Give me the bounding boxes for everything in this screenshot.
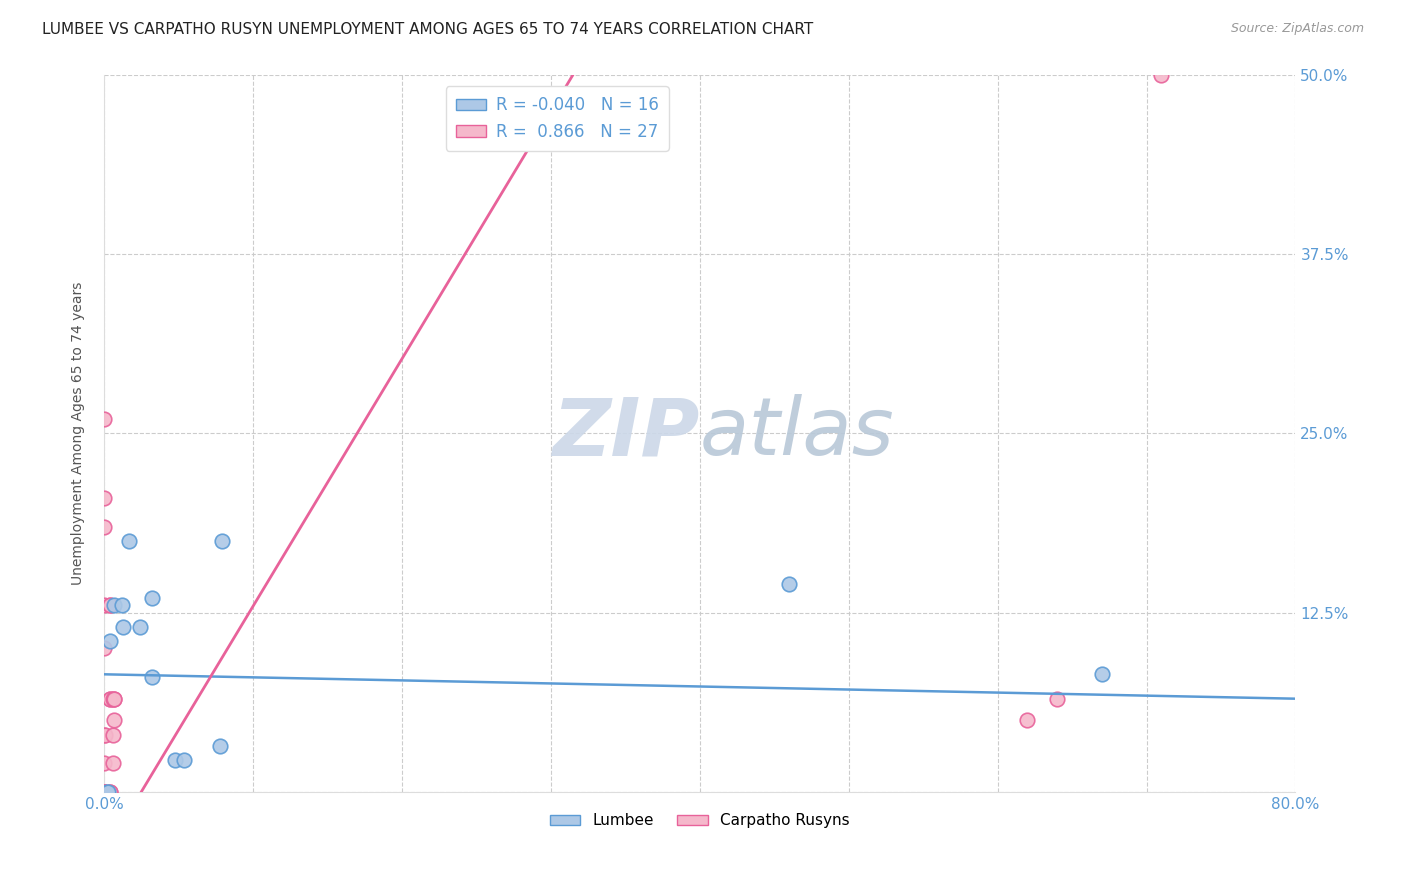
Point [141, 591, 163, 606]
Point [93, 785, 115, 799]
Point [103, 713, 125, 727]
Point [97, 785, 120, 799]
Point [101, 691, 124, 706]
Point [173, 753, 195, 767]
Point [103, 599, 125, 613]
Point [93, 519, 115, 533]
Text: atlas: atlas [700, 394, 894, 472]
Point [128, 620, 150, 634]
Point [93, 785, 115, 799]
Point [98, 634, 121, 648]
Y-axis label: Unemployment Among Ages 65 to 74 years: Unemployment Among Ages 65 to 74 years [72, 282, 86, 585]
Point [98, 599, 121, 613]
Point [141, 670, 163, 684]
Legend: Lumbee, Carpatho Rusyns: Lumbee, Carpatho Rusyns [544, 807, 856, 835]
Point [98, 599, 121, 613]
Point [1017, 713, 1039, 727]
Point [1150, 68, 1173, 82]
Point [93, 756, 115, 771]
Text: LUMBEE VS CARPATHO RUSYN UNEMPLOYMENT AMONG AGES 65 TO 74 YEARS CORRELATION CHAR: LUMBEE VS CARPATHO RUSYN UNEMPLOYMENT AM… [42, 22, 814, 37]
Point [93, 785, 115, 799]
Point [94, 785, 117, 799]
Point [98, 691, 121, 706]
Point [98, 691, 121, 706]
Point [96, 785, 118, 799]
Point [778, 577, 800, 591]
Point [93, 491, 115, 505]
Text: ZIP: ZIP [553, 394, 700, 472]
Point [93, 412, 115, 426]
Point [1091, 667, 1114, 681]
Point [209, 739, 232, 753]
Text: Source: ZipAtlas.com: Source: ZipAtlas.com [1230, 22, 1364, 36]
Point [103, 691, 125, 706]
Point [118, 533, 141, 548]
Point [94, 728, 117, 742]
Point [1046, 691, 1069, 706]
Point [211, 533, 233, 548]
Point [101, 756, 124, 771]
Point [111, 599, 134, 613]
Point [165, 753, 187, 767]
Point [103, 691, 125, 706]
Point [98, 785, 121, 799]
Point [93, 599, 115, 613]
Point [93, 641, 115, 656]
Point [112, 620, 135, 634]
Point [98, 785, 121, 799]
Point [93, 728, 115, 742]
Point [101, 728, 124, 742]
